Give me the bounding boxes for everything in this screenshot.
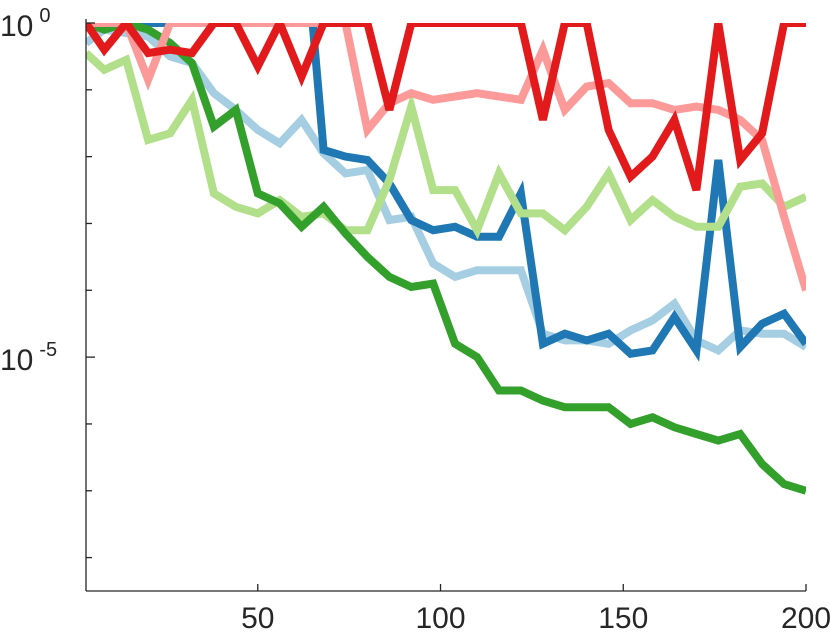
series-layer — [86, 23, 806, 495]
series-line-5 — [86, 23, 806, 292]
x-tick-label-150: 150 — [598, 602, 648, 635]
y-tick-label-0: 10 0 — [0, 5, 51, 43]
series-line-4 — [86, 23, 806, 495]
series-line-1 — [86, 25, 806, 356]
x-tick-label-200: 200 — [781, 602, 830, 635]
x-tick-label-100: 100 — [415, 602, 465, 635]
series-line-3 — [86, 50, 806, 240]
x-tick-label-50: 50 — [241, 602, 274, 635]
axes: 50 100 150 200 10 0 10 -5 — [0, 5, 830, 635]
y-tick-label--5: 10 -5 — [0, 339, 57, 377]
series-line-6 — [86, 23, 806, 192]
series-line-2 — [86, 23, 806, 362]
